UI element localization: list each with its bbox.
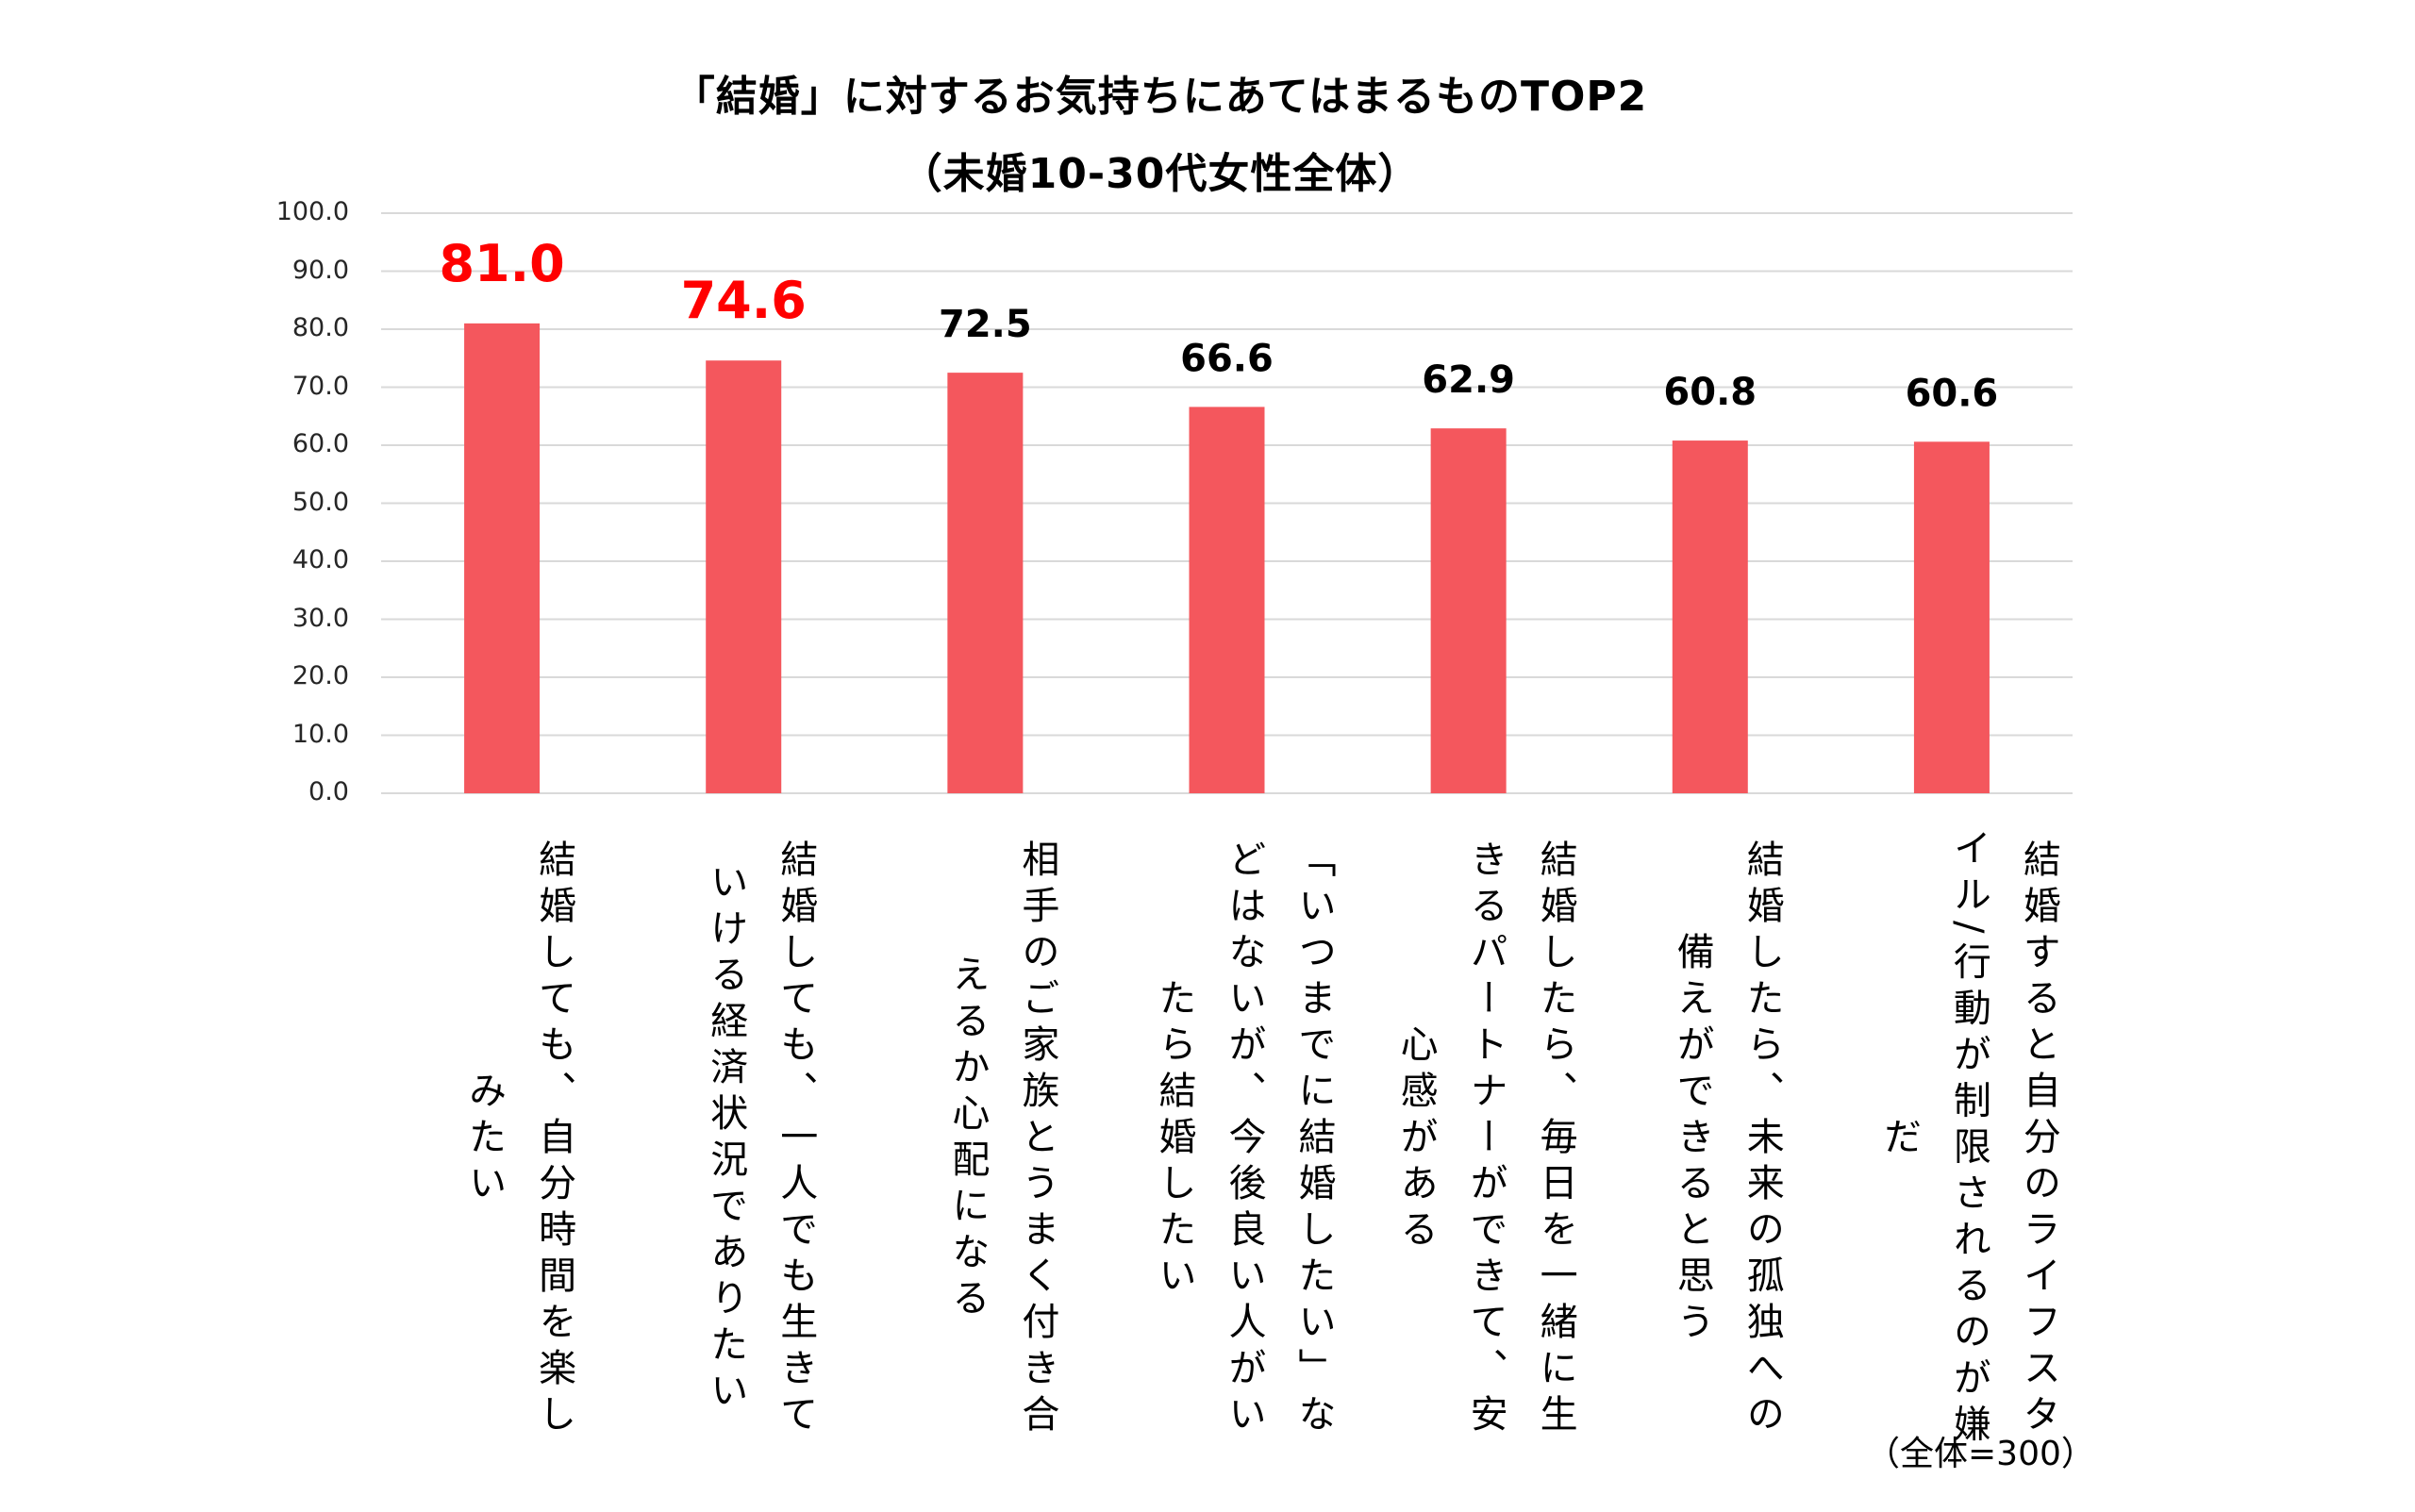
y-tick-label: 100.0 — [275, 197, 349, 226]
data-label: 60.8 — [1663, 371, 1757, 414]
x-tick-label-line: えるか心配になる — [945, 955, 990, 1324]
bar — [464, 323, 541, 793]
data-label: 62.9 — [1422, 358, 1515, 402]
x-tick-label-line: 結婚しても、自分時間を楽し — [532, 839, 576, 1440]
x-tick-label-line: 結婚すると自分のライフスタ — [2016, 839, 2060, 1440]
y-tick-label: 10.0 — [291, 719, 349, 749]
y-tick-label: 30.0 — [291, 603, 349, 633]
data-label: 60.6 — [1906, 372, 1999, 415]
bar — [1672, 440, 1748, 793]
y-tick-label: 0.0 — [308, 777, 349, 806]
x-tick-label: 相手のご家族とうまく付き合 えるか心配になる — [898, 828, 1106, 1451]
y-tick-label: 80.0 — [291, 313, 349, 342]
x-tick-label-line: だ — [1876, 1116, 1921, 1163]
bar — [1913, 441, 1990, 793]
x-tick-label-line: たら結婚したい — [1152, 977, 1196, 1302]
x-tick-label: 「いつまでに結婚したい」な どはないが、今後良い人がい たら結婚したい — [1141, 828, 1348, 1451]
x-tick-label-line: 結婚したら、毎日を一緒に生 — [1533, 839, 1577, 1440]
y-tick-label: 50.0 — [291, 487, 349, 517]
bar — [947, 373, 1024, 793]
y-tick-label: 20.0 — [291, 661, 349, 690]
x-tick-label-line: 「いつまでに結婚したい」な — [1291, 839, 1336, 1440]
x-tick-label: 結婚しても、一人でも生きて いける経済状況でありたい — [657, 828, 864, 1451]
sample-size-note: （全体=300） — [1866, 1435, 2095, 1473]
chart-title: 「結婚」に対するお気持ちにあてはまるものTOP2 — [673, 73, 1648, 121]
x-tick-label-line: 心感がある — [1393, 1023, 1438, 1255]
x-tick-label-line: 結婚したら、未来の孤独への — [1740, 839, 1784, 1440]
x-tick-label-line: 備えができると思う — [1670, 931, 1714, 1348]
x-tick-label: 結婚したら、未来の孤独への 備えができると思う — [1624, 828, 1831, 1451]
bar — [1430, 428, 1507, 793]
chart-subtitle: （未婚10-30代女性全体） — [900, 150, 1421, 198]
data-label: 81.0 — [439, 234, 564, 293]
y-tick-label: 40.0 — [291, 545, 349, 574]
y-tick-label: 70.0 — [291, 371, 349, 401]
y-tick-label: 60.0 — [291, 429, 349, 458]
x-tick-label: 結婚すると自分のライフスタ イル/行動が制限されるのが嫌だ — [1865, 828, 2073, 1451]
x-tick-label-line: いける経済状況でありたい — [704, 862, 748, 1417]
data-label: 74.6 — [681, 271, 807, 330]
x-tick-label: 結婚しても、自分時間を楽し みたい — [415, 828, 623, 1451]
x-tick-label: 結婚したら、毎日を一緒に生 きるパートナーができて、安 心感がある — [1382, 828, 1590, 1451]
x-tick-label-line: きるパートナーができて、安 — [1463, 839, 1507, 1440]
data-label: 66.6 — [1180, 337, 1274, 380]
y-tick-label: 90.0 — [291, 255, 349, 285]
x-tick-label-line: どはないが、今後良い人がい — [1222, 839, 1266, 1440]
data-label: 72.5 — [939, 303, 1032, 346]
x-tick-label-line: 結婚しても、一人でも生きて — [774, 839, 818, 1440]
bar — [706, 360, 782, 793]
x-tick-label-line: イル/行動が制限されるのが嫌 — [1946, 828, 1990, 1451]
x-tick-label-line: 相手のご家族とうまく付き合 — [1015, 839, 1059, 1440]
bar — [1189, 407, 1265, 793]
x-tick-label-line: みたい — [462, 1070, 507, 1209]
